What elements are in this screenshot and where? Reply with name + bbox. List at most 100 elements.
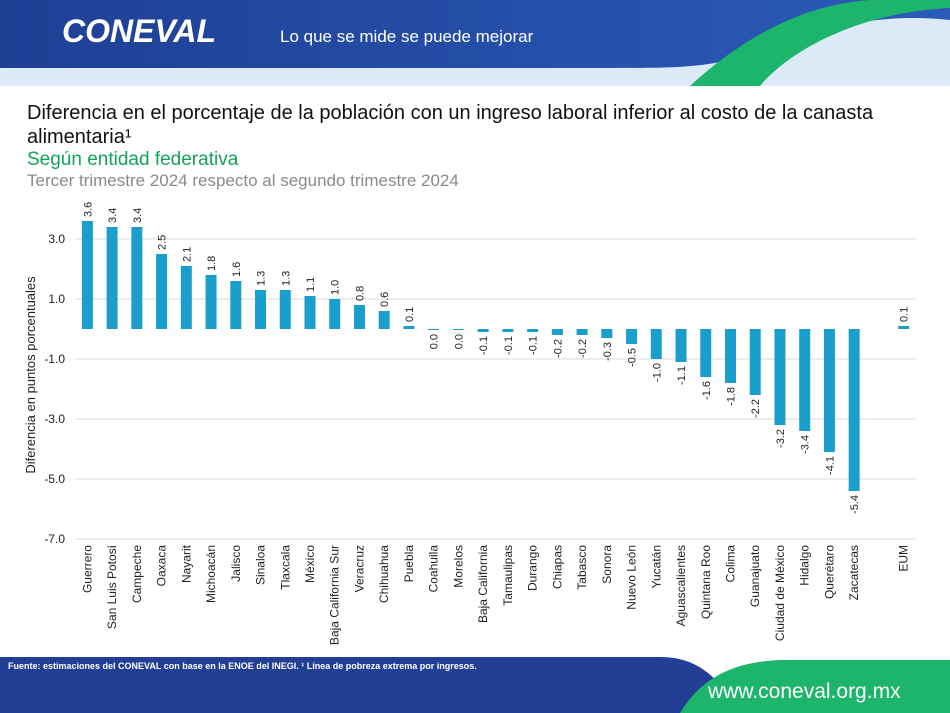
- x-tick-label: México: [303, 545, 317, 583]
- x-tick-label: Puebla: [402, 545, 416, 583]
- value-label: -0.1: [478, 336, 490, 355]
- value-label: -1.0: [651, 363, 663, 382]
- x-tick-label: Nuevo León: [625, 545, 639, 610]
- y-tick-label: 1.0: [48, 292, 65, 306]
- bar: [527, 329, 539, 332]
- url: www.coneval.org.mx: [707, 680, 901, 703]
- x-tick-label: Campeche: [130, 545, 144, 603]
- value-label: -3.4: [800, 435, 812, 454]
- bar: [749, 329, 761, 395]
- titles: Diferencia en el porcentaje de la poblac…: [27, 101, 907, 191]
- bar: [452, 329, 464, 330]
- x-tick-label: Quintana Roo: [699, 545, 713, 619]
- bar: [675, 329, 687, 362]
- x-tick-label: Yucatán: [649, 545, 663, 588]
- x-tick-label: Hidalgo: [798, 545, 812, 586]
- footer-swoosh: [680, 660, 950, 713]
- bar: [205, 275, 217, 329]
- chart-subtitle: Según entidad federativa: [27, 149, 239, 170]
- x-tick-label: Querétaro: [822, 545, 836, 599]
- x-tick-label: Jalisco: [229, 545, 243, 582]
- bar: [898, 326, 910, 329]
- source-note: Fuente: estimaciones del CONEVAL con bas…: [8, 661, 477, 671]
- value-label: 1.8: [206, 256, 218, 271]
- bar: [230, 281, 242, 329]
- bar: [724, 329, 736, 383]
- x-tick-label: San Luis Potosí: [105, 544, 119, 629]
- bar: [255, 290, 267, 329]
- footer-bg: [0, 657, 740, 713]
- value-label: 1.3: [256, 271, 268, 286]
- x-tick-label: Aguascalientes: [674, 545, 688, 626]
- x-tick-label: Baja California: [476, 545, 490, 623]
- value-label: 2.5: [157, 235, 169, 250]
- bar: [428, 329, 440, 330]
- x-tick-label: Durango: [526, 545, 540, 591]
- y-axis-label: Diferencia en puntos porcentuales: [23, 276, 38, 474]
- bar: [650, 329, 662, 359]
- bar: [180, 266, 192, 329]
- value-label: 3.4: [132, 208, 144, 223]
- value-label: -0.1: [503, 336, 515, 355]
- y-tick-label: -5.0: [44, 472, 65, 486]
- value-label: -5.4: [849, 495, 861, 514]
- x-tick-label: Veracruz: [352, 545, 366, 592]
- value-label: 1.6: [231, 262, 243, 277]
- bar: [601, 329, 613, 338]
- y-tick-label: -7.0: [44, 532, 65, 546]
- bar: [378, 311, 390, 329]
- x-tick-label: Chiapas: [550, 545, 564, 589]
- bar: [131, 227, 143, 329]
- x-tick-label: Guanajuato: [748, 545, 762, 607]
- value-label: 3.4: [107, 208, 119, 223]
- value-label: 3.6: [82, 202, 94, 217]
- bar: [106, 227, 118, 329]
- x-tick-label: Ciudad de México: [773, 545, 787, 641]
- value-label: 0.6: [379, 292, 391, 307]
- value-label: -2.2: [750, 399, 762, 418]
- header-bg: [0, 0, 950, 68]
- value-label: 1.1: [305, 277, 317, 292]
- value-label: -1.6: [701, 381, 713, 400]
- x-tick-label: Sinaloa: [254, 545, 268, 585]
- x-tick-label: Guerrero: [80, 545, 94, 593]
- value-label: 0.1: [404, 307, 416, 322]
- bar: [848, 329, 860, 491]
- bar: [156, 254, 168, 329]
- x-tick-label: Tamaulipas: [501, 545, 515, 606]
- value-label: -0.3: [602, 342, 614, 361]
- x-tick-label: Nayarit: [179, 544, 193, 583]
- y-tick-label: -3.0: [44, 412, 65, 426]
- y-tick-label: -1.0: [44, 352, 65, 366]
- x-tick-label: Tabasco: [575, 545, 589, 590]
- bar: [477, 329, 489, 332]
- value-label: -3.2: [775, 429, 787, 448]
- value-label: 1.3: [280, 271, 292, 286]
- bar: [502, 329, 514, 332]
- bar: [700, 329, 712, 377]
- x-tick-label: Chihuahua: [377, 545, 391, 603]
- bar: [329, 299, 341, 329]
- x-tick-label: Colima: [723, 545, 737, 583]
- value-label: 0.0: [453, 334, 465, 349]
- bar: [279, 290, 291, 329]
- bar: [403, 326, 415, 329]
- chart-subtitle-2: Tercer trimestre 2024 respecto al segund…: [27, 171, 459, 190]
- logo: CONEVAL: [62, 13, 216, 49]
- x-tick-label: EUM: [897, 545, 911, 572]
- bar: [304, 296, 316, 329]
- y-tick-label: 3.0: [48, 232, 65, 246]
- bar: [823, 329, 835, 452]
- x-tick-label: Michoacán: [204, 545, 218, 603]
- x-tick-label: Coahuila: [427, 545, 441, 593]
- value-label: -0.2: [577, 339, 589, 358]
- value-label: -0.2: [552, 339, 564, 358]
- value-label: -1.8: [725, 387, 737, 406]
- value-label: -4.1: [824, 456, 836, 475]
- x-tick-label: Baja California Sur: [328, 545, 342, 645]
- x-tick-label: Zacatecas: [847, 545, 861, 600]
- bar: [576, 329, 588, 335]
- bar: [774, 329, 786, 425]
